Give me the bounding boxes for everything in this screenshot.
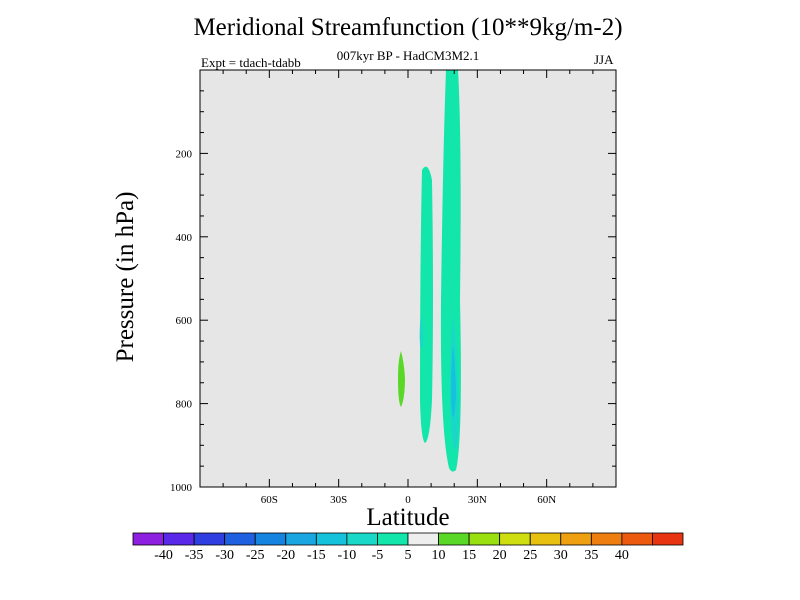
colorbar-label: 15	[462, 548, 476, 563]
chart-title: Meridional Streamfunction (10**9kg/m-2)	[193, 14, 623, 41]
colorbar-label: 20	[493, 548, 507, 563]
colorbar-label: -5	[372, 548, 384, 563]
contour-positive-patch	[398, 351, 405, 407]
colorbar-labels: -40 -35 -30 -25 -20 -15 -10 -5 5 10 15 20 25 30 35 40	[154, 548, 629, 563]
x-tick-label: 60S	[261, 494, 278, 506]
colorbar-swatch	[499, 532, 531, 546]
colorbar-swatch	[346, 532, 378, 546]
colorbar-swatch	[407, 532, 439, 546]
y-axis-label: Pressure (in hPa)	[112, 192, 139, 363]
x-axis-label: Latitude	[366, 504, 449, 531]
colorbar-swatch	[315, 532, 348, 546]
colorbar-label: 10	[432, 548, 446, 563]
y-axis-ticks	[200, 90, 616, 467]
experiment-label: Expt = tdach-tdabb	[201, 55, 301, 70]
colorbar-swatch	[224, 532, 256, 546]
colorbar-label: -15	[307, 548, 326, 563]
colorbar-swatch	[193, 532, 226, 546]
colorbar-label: 25	[523, 548, 537, 563]
contour-tropical-small	[419, 315, 424, 348]
contour-tropical-band	[420, 166, 433, 443]
colorbar-swatch	[377, 532, 409, 546]
colorbar-label: -30	[215, 548, 234, 563]
x-tick-label: 30S	[330, 494, 347, 506]
colorbar-swatch	[163, 532, 195, 546]
colorbar-swatch	[621, 532, 653, 546]
colorbar-label: -35	[185, 548, 204, 563]
contour-nh-inner-core	[451, 345, 456, 418]
colorbar	[132, 532, 684, 546]
colorbar-swatch	[560, 532, 592, 546]
colorbar-swatch	[468, 532, 501, 546]
y-tick-label: 200	[176, 148, 193, 160]
colorbar-label: -10	[338, 548, 357, 563]
colorbar-label: 5	[405, 548, 412, 563]
colorbar-swatch	[590, 532, 623, 546]
y-tick-label: 400	[176, 232, 193, 244]
colorbar-swatch	[438, 532, 470, 546]
x-axis-ticks	[222, 70, 594, 487]
colorbar-label: 35	[584, 548, 598, 563]
colorbar-label: -25	[246, 548, 265, 563]
season-label: JJA	[594, 52, 614, 67]
colorbar-label: 40	[615, 548, 629, 563]
x-axis-tick-labels: 60S 30S 0 30N 60N	[261, 494, 556, 506]
y-axis-tick-labels: 200 400 600 800 1000	[170, 148, 193, 494]
y-tick-label: 1000	[170, 482, 193, 494]
y-tick-label: 800	[176, 399, 193, 411]
colorbar-label: 30	[554, 548, 568, 563]
colorbar-label: -40	[154, 548, 173, 563]
colorbar-swatch	[529, 532, 562, 546]
plot-area	[200, 70, 616, 487]
colorbar-label: -20	[276, 548, 295, 563]
x-tick-label: 0	[405, 494, 411, 506]
colorbar-swatch	[285, 532, 317, 546]
y-tick-label: 600	[176, 315, 193, 327]
x-tick-label: 60N	[537, 494, 556, 506]
colorbar-swatch	[254, 532, 287, 546]
colorbar-swatch	[652, 532, 684, 546]
chart-subtitle: 007kyr BP - HadCM3M2.1	[336, 48, 480, 63]
x-tick-label: 30N	[468, 494, 487, 506]
colorbar-swatch	[132, 532, 164, 546]
